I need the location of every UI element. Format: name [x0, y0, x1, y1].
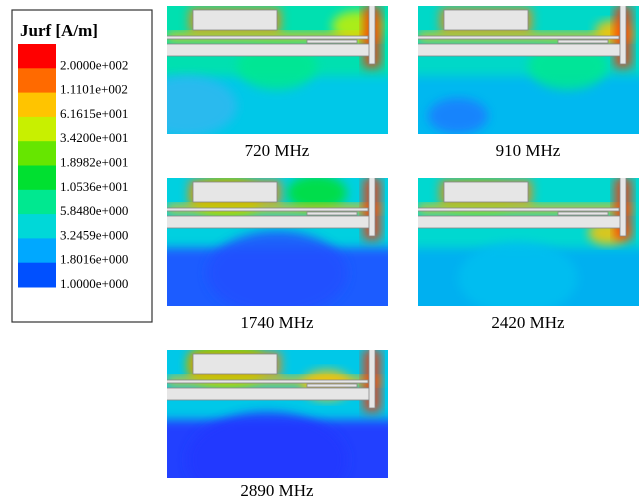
ground-strip	[165, 216, 371, 228]
field	[157, 175, 397, 328]
field-plot	[157, 175, 397, 328]
field	[408, 176, 641, 328]
field-plot	[157, 341, 397, 502]
panel-caption: 1740 MHz	[240, 313, 314, 332]
panel-caption: 2420 MHz	[491, 313, 565, 332]
legend-label: 1.8016e+000	[60, 252, 128, 267]
legend-label: 1.1101e+002	[60, 82, 128, 97]
ground-strip	[165, 44, 371, 56]
antenna-patch	[193, 10, 277, 30]
legend-label: 3.2459e+000	[60, 227, 128, 242]
antenna-patch	[193, 182, 277, 202]
antenna-stub	[558, 40, 608, 43]
legend-swatch	[18, 166, 56, 191]
legend-label: 3.4200e+001	[60, 130, 128, 145]
legend-swatch	[18, 117, 56, 142]
field	[157, 341, 397, 502]
field-blob	[428, 98, 488, 134]
legend-swatch	[18, 141, 56, 166]
ground-strip	[416, 44, 622, 56]
antenna-patch	[444, 10, 528, 30]
field-plot	[137, 4, 397, 156]
antenna-line	[416, 208, 619, 211]
antenna-patch	[444, 182, 528, 202]
legend-label: 1.0000e+000	[60, 276, 128, 291]
panels: 720 MHz 910 MHz 1740 MHz 2420 MHz 2890 MHz	[137, 4, 641, 502]
legend-title: Jurf [A/m]	[20, 21, 98, 40]
legend-swatch	[18, 263, 56, 288]
antenna-patch	[193, 354, 277, 374]
antenna-feed	[620, 176, 626, 236]
antenna-stub	[307, 212, 357, 215]
antenna-line	[165, 208, 368, 211]
antenna-feed	[369, 4, 375, 64]
panel-caption: 910 MHz	[496, 141, 561, 160]
antenna-feed	[620, 4, 626, 64]
antenna-line	[165, 36, 368, 39]
figure: Jurf [A/m] 2.0000e+002 1.1101e+002 6.1615e…	[0, 0, 641, 502]
antenna-feed	[369, 348, 375, 408]
legend-swatch	[18, 44, 56, 69]
ground-strip	[165, 388, 371, 400]
antenna-line	[165, 380, 368, 383]
legend-label: 5.8480e+000	[60, 203, 128, 218]
legend-label: 1.8982e+001	[60, 154, 128, 169]
legend-swatch	[18, 238, 56, 263]
antenna-stub	[558, 212, 608, 215]
field	[137, 4, 397, 156]
legend-swatch	[18, 68, 56, 93]
field-blob	[458, 242, 578, 314]
legend-swatch	[18, 190, 56, 215]
antenna-feed	[369, 176, 375, 236]
field-blob	[207, 231, 347, 315]
antenna-line	[416, 36, 619, 39]
legend: 2.0000e+002 1.1101e+002 6.1615e+001 3.4200e…	[18, 44, 128, 291]
legend-swatch	[18, 93, 56, 118]
field-plot	[408, 4, 641, 156]
panel-caption: 720 MHz	[245, 141, 310, 160]
legend-swatch	[18, 214, 56, 239]
legend-label: 2.0000e+002	[60, 57, 128, 72]
field	[408, 4, 641, 156]
field-plot	[408, 176, 641, 328]
antenna-stub	[307, 40, 357, 43]
panel-caption: 2890 MHz	[240, 481, 314, 500]
ground-strip	[416, 216, 622, 228]
legend-label: 1.0536e+001	[60, 179, 128, 194]
antenna-stub	[307, 384, 357, 387]
legend-label: 6.1615e+001	[60, 106, 128, 121]
